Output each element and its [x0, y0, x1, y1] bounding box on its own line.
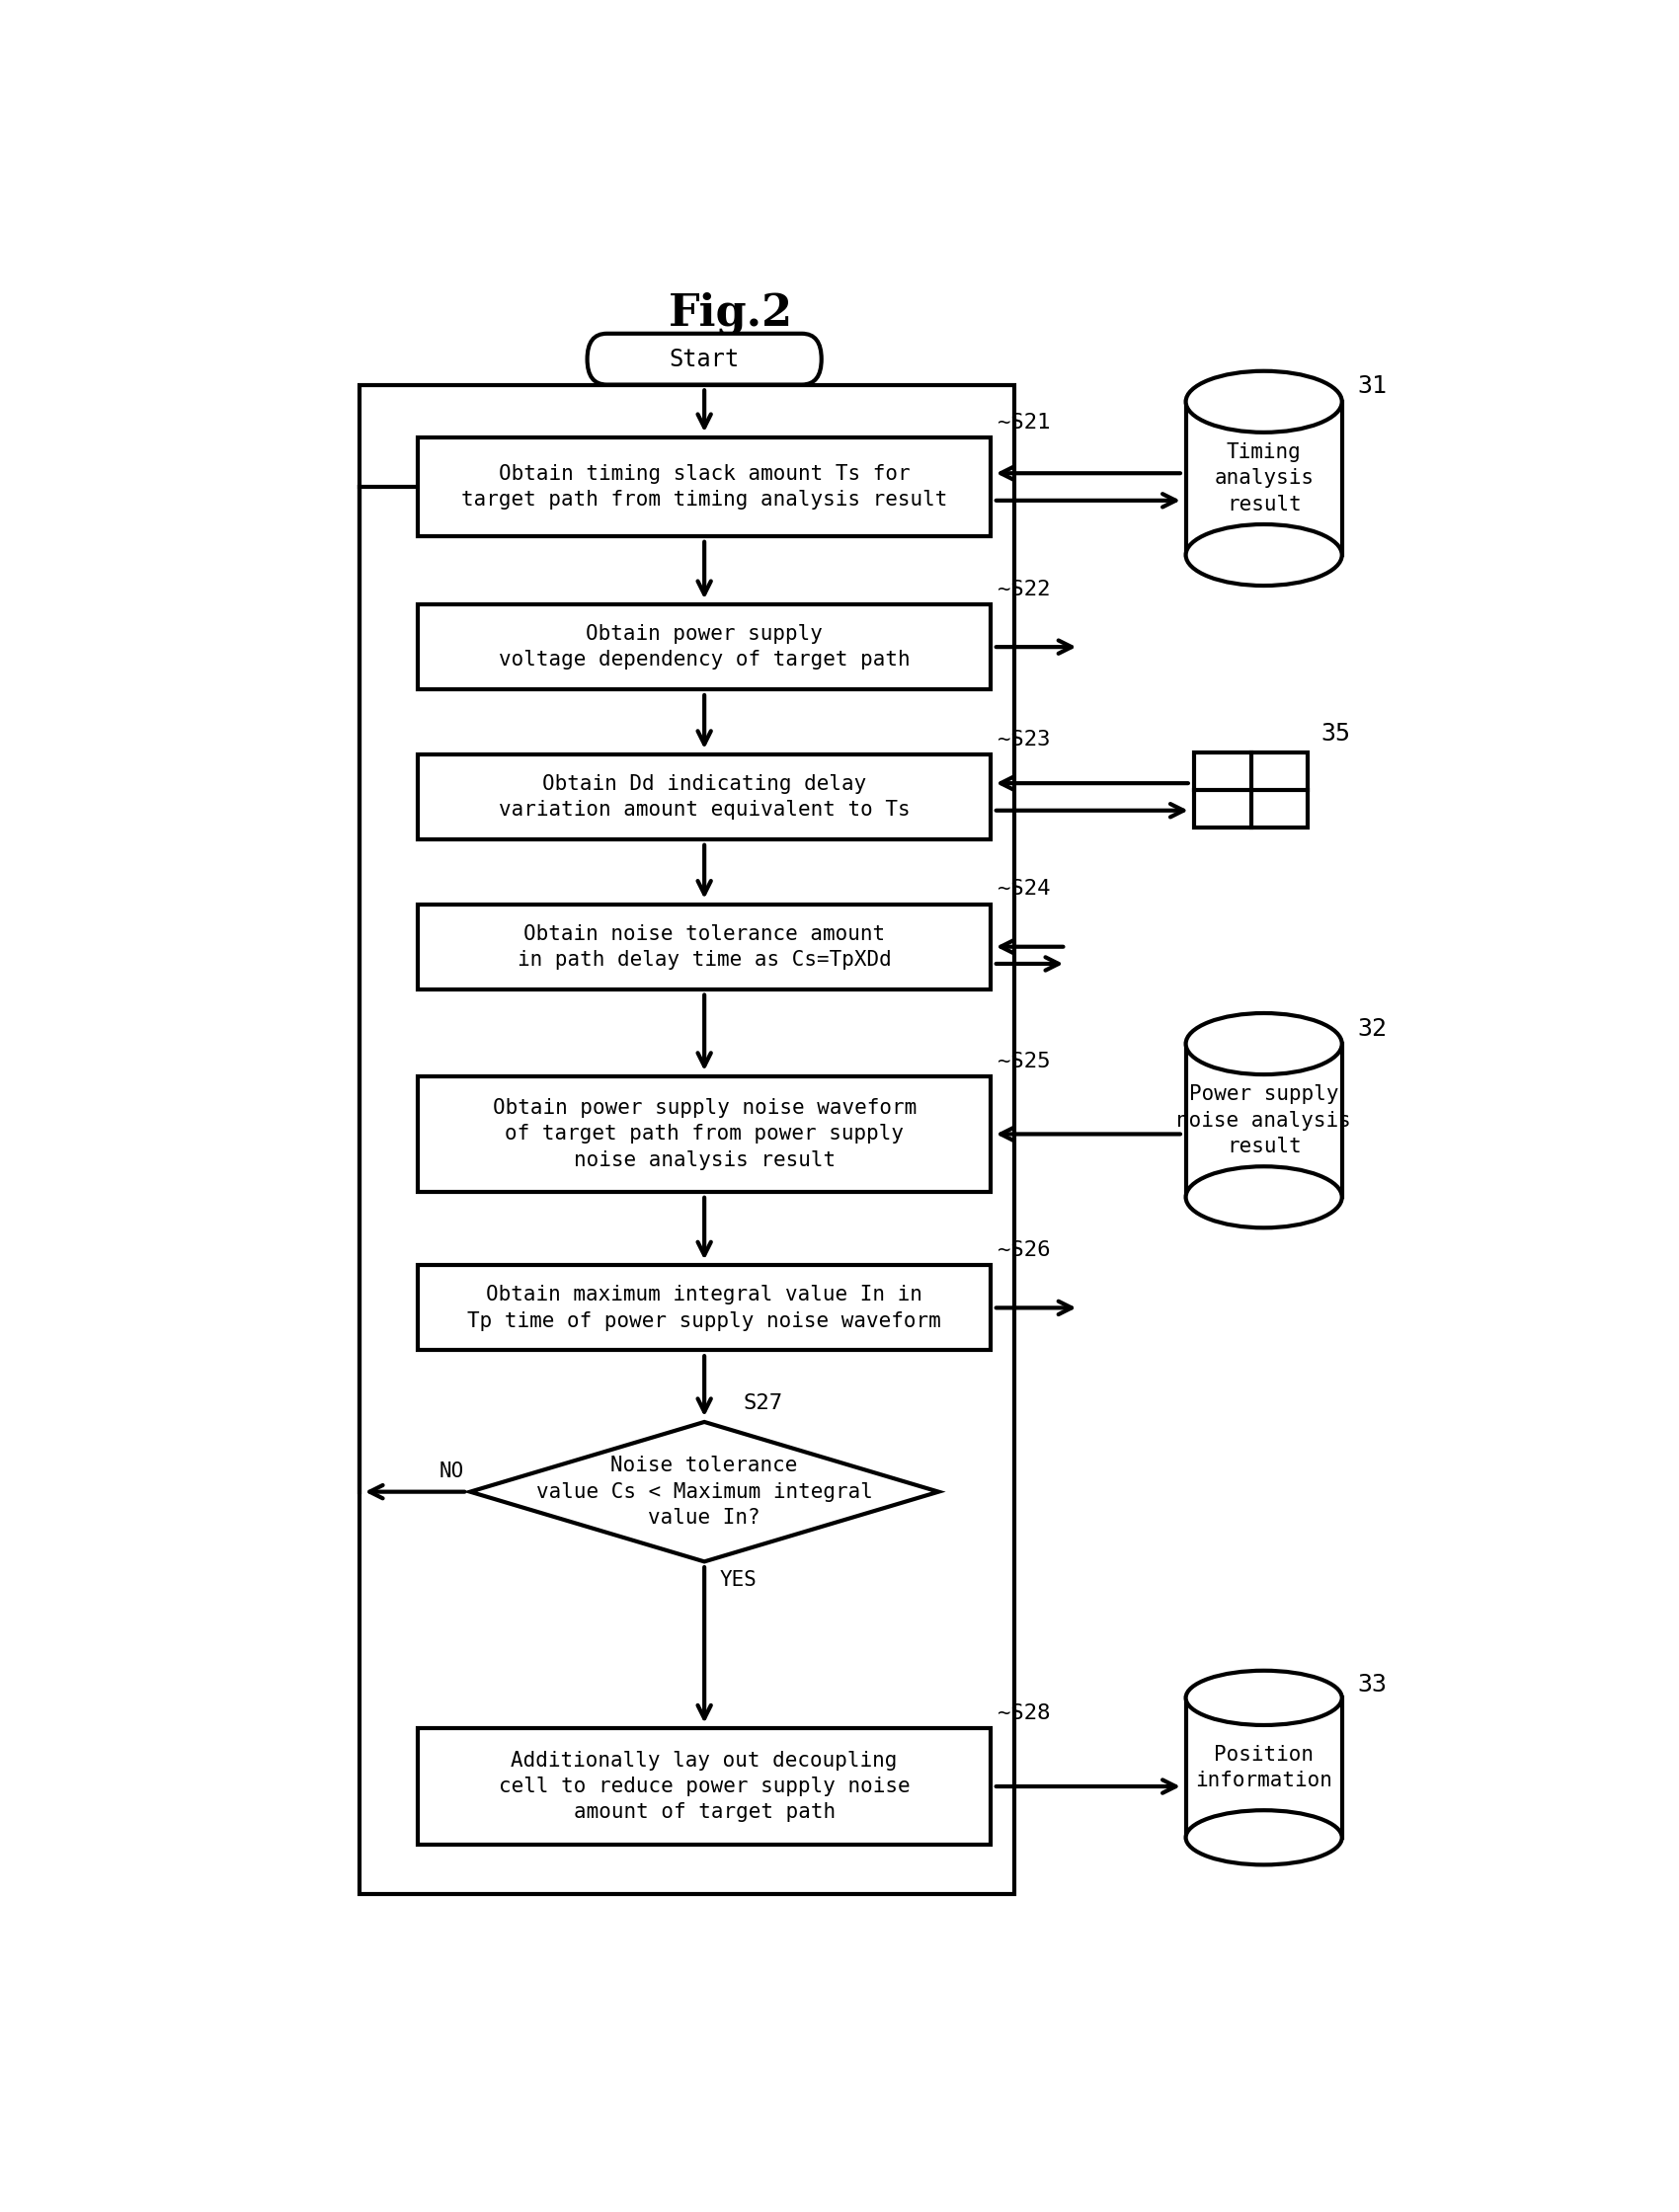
Ellipse shape — [1185, 524, 1342, 586]
Text: 31: 31 — [1358, 374, 1387, 398]
Bar — [418, 438, 991, 535]
Text: YES: YES — [720, 1571, 757, 1590]
Text: Position
information: Position information — [1195, 1745, 1333, 1790]
Bar — [1194, 752, 1308, 827]
Bar — [418, 754, 991, 838]
Text: Obtain power supply
voltage dependency of target path: Obtain power supply voltage dependency o… — [499, 624, 910, 670]
Ellipse shape — [1185, 372, 1342, 431]
Ellipse shape — [1185, 1670, 1342, 1725]
Text: Timing
analysis
result: Timing analysis result — [1214, 442, 1313, 513]
Bar — [418, 1265, 991, 1349]
Text: 33: 33 — [1358, 1672, 1387, 1697]
Text: Additionally lay out decoupling
cell to reduce power supply noise
amount of targ: Additionally lay out decoupling cell to … — [499, 1750, 910, 1823]
Text: ~S28: ~S28 — [997, 1703, 1049, 1723]
Text: Noise tolerance
value Cs < Maximum integral
value In?: Noise tolerance value Cs < Maximum integ… — [536, 1455, 873, 1528]
Bar — [359, 385, 1014, 1893]
Polygon shape — [470, 1422, 939, 1562]
Ellipse shape — [1185, 1166, 1342, 1228]
Text: S27: S27 — [744, 1394, 782, 1413]
FancyBboxPatch shape — [588, 334, 821, 385]
Bar — [418, 1077, 991, 1192]
Text: Obtain Dd indicating delay
variation amount equivalent to Ts: Obtain Dd indicating delay variation amo… — [499, 774, 910, 821]
Text: Start: Start — [670, 347, 739, 372]
Text: ~S22: ~S22 — [997, 580, 1049, 599]
Text: 35: 35 — [1321, 721, 1350, 745]
Text: Power supply
noise analysis
result: Power supply noise analysis result — [1177, 1084, 1352, 1157]
Text: ~S26: ~S26 — [997, 1241, 1049, 1261]
Text: Obtain timing slack amount Ts for
target path from timing analysis result: Obtain timing slack amount Ts for target… — [462, 465, 947, 509]
Text: ~S23: ~S23 — [997, 730, 1049, 750]
Text: ~S21: ~S21 — [997, 414, 1049, 431]
Bar — [418, 905, 991, 989]
Text: Fig.2: Fig.2 — [668, 292, 792, 334]
Bar — [418, 1728, 991, 1845]
Text: Obtain noise tolerance amount
in path delay time as Cs=TpXDd: Obtain noise tolerance amount in path de… — [517, 925, 892, 969]
Text: ~S24: ~S24 — [997, 880, 1049, 898]
Text: 32: 32 — [1358, 1018, 1387, 1040]
Text: Obtain power supply noise waveform
of target path from power supply
noise analys: Obtain power supply noise waveform of ta… — [492, 1097, 917, 1170]
Text: NO: NO — [438, 1462, 463, 1482]
Bar — [418, 604, 991, 690]
Text: ~S25: ~S25 — [997, 1051, 1049, 1071]
Ellipse shape — [1185, 1013, 1342, 1075]
Text: Obtain maximum integral value In in
Tp time of power supply noise waveform: Obtain maximum integral value In in Tp t… — [467, 1285, 942, 1332]
Ellipse shape — [1185, 1809, 1342, 1865]
